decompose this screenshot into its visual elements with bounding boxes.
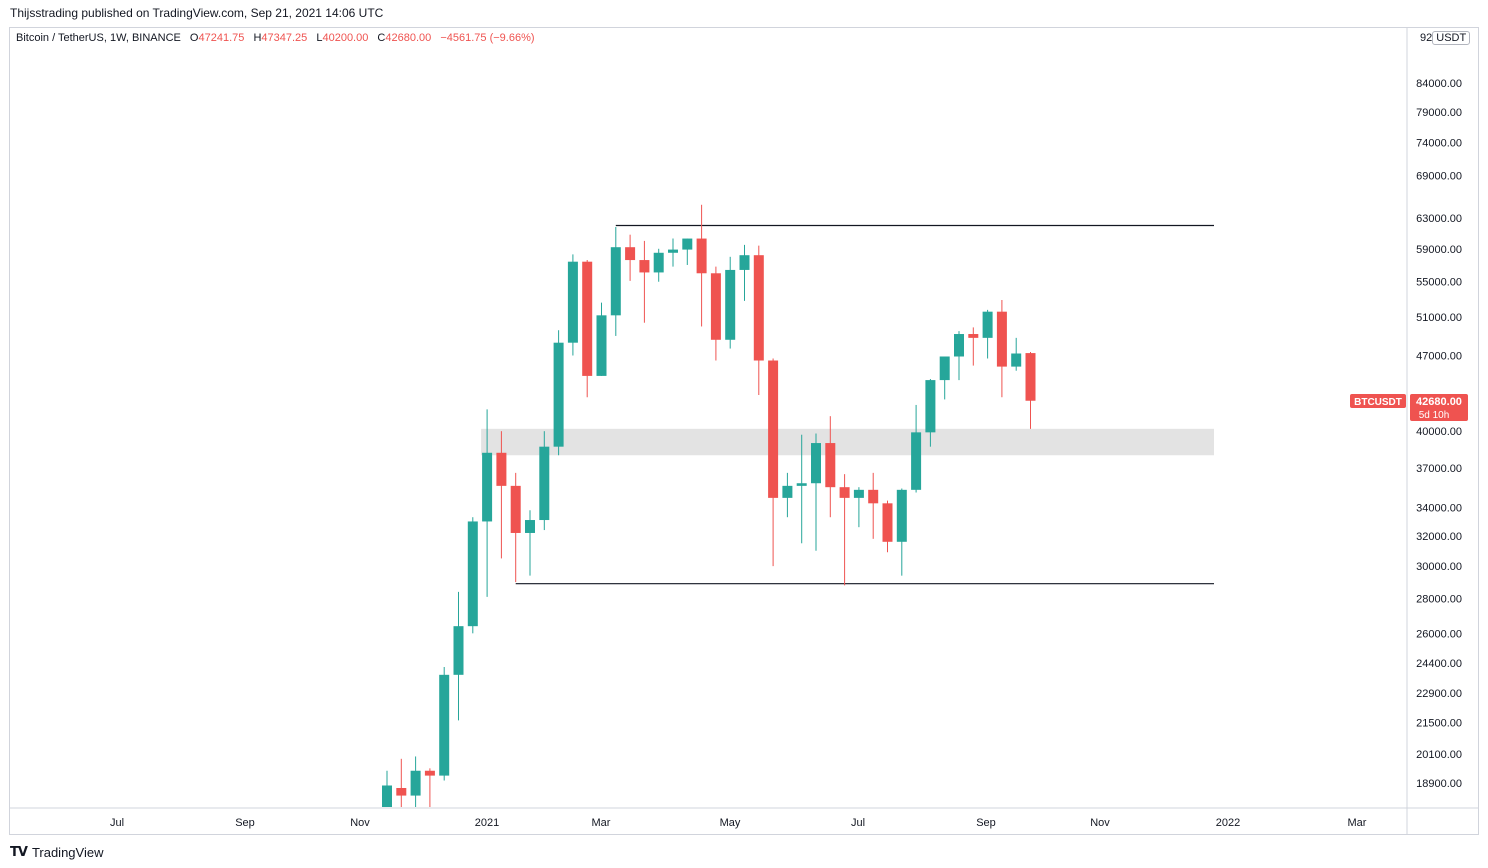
- symbol-legend: Bitcoin / TetherUS, 1W, BINANCE O47241.7…: [16, 32, 535, 44]
- currency-unit[interactable]: USDT: [1432, 31, 1471, 45]
- partial-tick-label: 92: [1420, 32, 1433, 44]
- footer-brand: TradingView: [31, 844, 104, 860]
- open-label: O: [189, 32, 199, 44]
- tradingview-footer[interactable]: 𝗧𝗩 TradingView: [10, 844, 103, 860]
- close-value: 42680.00: [385, 32, 432, 44]
- symbol-title[interactable]: Bitcoin / TetherUS, 1W, BINANCE: [16, 32, 181, 44]
- tradingview-logo-icon: 𝗧𝗩: [10, 844, 28, 859]
- high-label: H: [253, 32, 262, 44]
- close-label: C: [377, 32, 386, 44]
- change-value: −4561.75 (−9.66%): [440, 32, 535, 44]
- high-value: 47347.25: [261, 32, 308, 44]
- chart-frame[interactable]: [9, 27, 1479, 835]
- low-label: L: [316, 32, 323, 44]
- low-value: 40200.00: [322, 32, 369, 44]
- published-credit: Thijsstrading published on TradingView.c…: [10, 6, 384, 20]
- currency-selector[interactable]: 92 USDT: [1420, 31, 1471, 45]
- open-value: 47241.75: [198, 32, 245, 44]
